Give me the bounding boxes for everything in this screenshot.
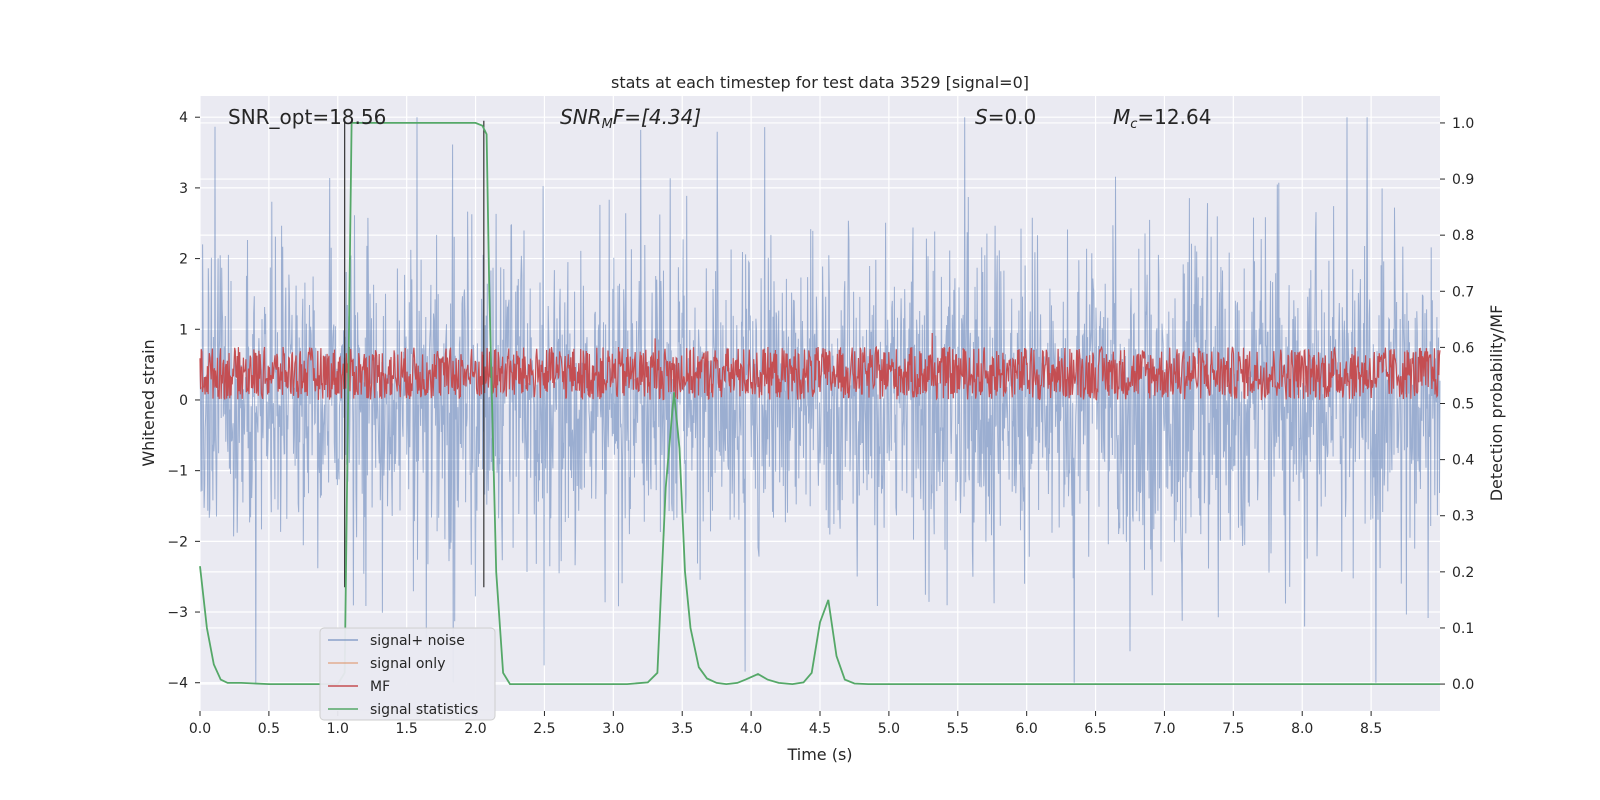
x-tick-label: 8.0 <box>1291 721 1313 737</box>
snr-mf-value: F=[4.34] <box>613 105 701 129</box>
chart-title: stats at each timestep for test data 352… <box>611 73 1029 92</box>
x-tick-label: 7.5 <box>1222 721 1244 737</box>
x-tick-label: 3.0 <box>602 721 624 737</box>
snr-opt-annotation: SNR_opt=18.56 <box>228 105 386 129</box>
x-tick-label: 1.5 <box>396 721 418 737</box>
signal-noise-series <box>199 117 1441 683</box>
y-tick-label: 4 <box>179 110 188 126</box>
y-tick-label: 2 <box>179 252 188 268</box>
snr-mf-annotation: SNRMF=[4.34] <box>560 105 701 132</box>
x-tick-label: 6.0 <box>1016 721 1038 737</box>
y-tick-label: 0 <box>179 393 188 409</box>
y-right-tick-label: 0.4 <box>1452 453 1474 469</box>
x-axis-label: Time (s) <box>786 745 852 764</box>
s-label: S <box>975 105 988 129</box>
legend-box <box>319 627 496 721</box>
x-tick-label: 2.5 <box>533 721 555 737</box>
x-tick-label: 6.5 <box>1084 721 1106 737</box>
mf-series <box>199 332 1441 401</box>
y-right-tick-label: 0.6 <box>1452 340 1474 356</box>
legend-label-mf: MF <box>370 679 390 695</box>
mf-line <box>199 332 1441 401</box>
x-tick-label: 5.5 <box>947 721 969 737</box>
y-right-axis-label: Detection probability/MF <box>1487 305 1506 502</box>
mc-value: =12.64 <box>1137 105 1211 129</box>
y-tick-label: 1 <box>179 322 188 338</box>
y-tick-label: −3 <box>167 605 188 621</box>
snr-mf-label: SNR <box>560 105 602 129</box>
x-tick-label: 4.0 <box>740 721 762 737</box>
x-tick-label: 8.5 <box>1360 721 1382 737</box>
x-tick-label: 0.0 <box>189 721 211 737</box>
x-axis-ticks: 0.0 0.5 1.0 1.5 2.0 2.5 3.0 3.5 4.0 4.5 5.0 5.5 6.0 6… <box>189 711 1382 737</box>
s-value: =0.0 <box>988 105 1037 129</box>
x-tick-label: 1.0 <box>327 721 349 737</box>
x-tick-label: 5.0 <box>878 721 900 737</box>
s-annotation: S=0.0 <box>975 105 1036 129</box>
y-right-tick-label: 0.3 <box>1452 509 1474 525</box>
y-right-tick-label: 0.7 <box>1452 284 1474 300</box>
y-right-axis-ticks: 0.0 0.1 0.2 0.3 0.4 0.5 0.6 0.7 0.8 0.9 1.0 <box>1440 116 1474 693</box>
x-tick-label: 7.0 <box>1153 721 1175 737</box>
y-axis-label: Whitened strain <box>139 339 158 466</box>
y-right-tick-label: 0.8 <box>1452 228 1474 244</box>
x-tick-label: 0.5 <box>258 721 280 737</box>
y-right-tick-label: 0.9 <box>1452 172 1474 188</box>
x-tick-label: 4.5 <box>809 721 831 737</box>
legend-label-signal-noise: signal+ noise <box>370 633 465 649</box>
y-axis-ticks: −4 −3 −2 −1 0 1 2 3 4 <box>167 110 200 692</box>
x-tick-label: 2.0 <box>464 721 486 737</box>
y-tick-label: −4 <box>167 676 188 692</box>
y-right-tick-label: 0.2 <box>1452 565 1474 581</box>
y-right-tick-label: 0.0 <box>1452 677 1474 693</box>
mc-label: M <box>1113 105 1130 129</box>
y-tick-label: −2 <box>167 534 188 550</box>
legend-label-signal-only: signal only <box>370 656 445 672</box>
y-right-tick-label: 1.0 <box>1452 116 1474 132</box>
legend-label-signal-statistics: signal statistics <box>370 702 478 718</box>
x-tick-label: 3.5 <box>671 721 693 737</box>
signal-noise-line <box>199 117 1441 683</box>
vertical-markers <box>344 120 485 588</box>
y-tick-label: 3 <box>179 181 188 197</box>
y-right-tick-label: 0.5 <box>1452 397 1474 413</box>
mc-annotation: Mc=12.64 <box>1113 105 1211 132</box>
snr-mf-subscript: M <box>602 117 613 132</box>
y-tick-label: −1 <box>167 464 188 480</box>
mc-subscript: c <box>1130 117 1137 132</box>
legend: signal+ noise signal only MF signal stat… <box>319 627 496 721</box>
y-right-tick-label: 0.1 <box>1452 621 1474 637</box>
